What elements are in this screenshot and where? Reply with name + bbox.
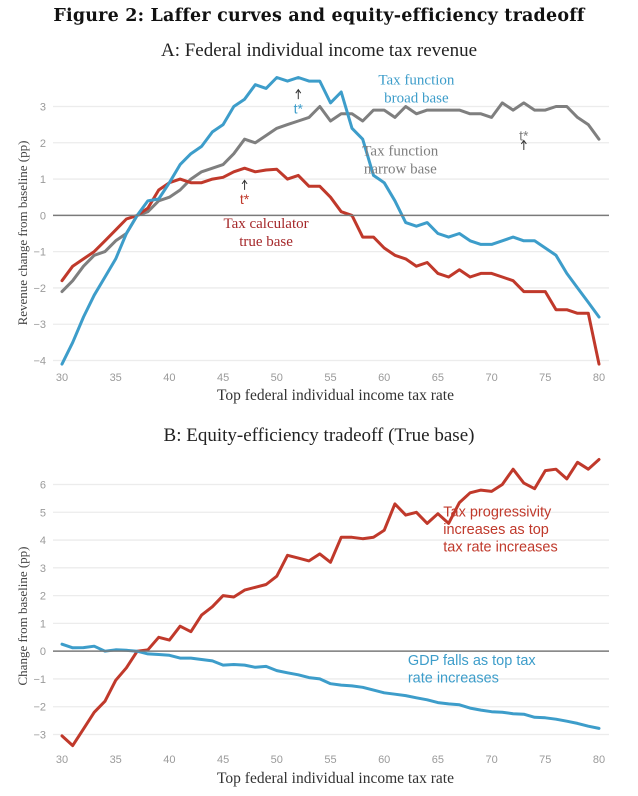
panel-a-x-tick-label: 75: [539, 372, 551, 384]
panel-b-y-tick-label: 4: [40, 535, 46, 547]
panel-b-annotation-label: tax rate increases: [443, 539, 557, 555]
panel-a-y-tick-label: 0: [40, 210, 46, 222]
panel-a-annotation-label: Tax calculator: [223, 216, 308, 232]
panel-a-x-tick-label: 60: [378, 372, 390, 384]
panel-a-y-tick-label: 3: [40, 102, 46, 114]
panel-a-plot: −4 −3 −2 −1 0 1 2 3 30 35 40 45 50 55 60 65 70 75 80 Top fe…: [15, 73, 609, 404]
panel-b-y-tick-label: 1: [40, 618, 46, 630]
panel-b-y-axis-label: Change from baseline (pp): [15, 547, 30, 686]
panel-a-arrow-head-icon: [295, 88, 302, 94]
panel-a-x-tick-label: 30: [56, 372, 68, 384]
panel-a-y-tick-label: −2: [33, 283, 46, 295]
panel-a-annotation-label: Tax function: [378, 73, 455, 89]
panel-a-x-tick-label: 70: [485, 372, 497, 384]
panel-a-x-tick-label: 65: [432, 372, 444, 384]
panel-a-y-tick-label: −1: [33, 247, 46, 259]
panel-b-x-tick-label: 30: [56, 754, 68, 766]
panel-a-x-tick-label: 35: [110, 372, 122, 384]
panel-a-arrow-head-icon: [520, 139, 527, 145]
panel-a-x-tick-label: 50: [271, 372, 283, 384]
panel-a-series-tax-calculator-true-base: [60, 166, 601, 366]
panel-b-x-tick-label: 75: [539, 754, 551, 766]
panel-a-arrow-head-icon: [241, 179, 248, 185]
panel-b-y-tick-label: 3: [40, 563, 46, 575]
panel-a-y-axis-label: Revenue change from baseline (pp): [15, 141, 30, 326]
panel-b-y-tick-label: 0: [40, 646, 46, 658]
panel-b-x-tick-label: 65: [432, 754, 444, 766]
panel-a-x-tick-label: 40: [163, 372, 175, 384]
panel-a-x-tick-label: 45: [217, 372, 229, 384]
panel-b-x-tick-label: 70: [485, 754, 497, 766]
panel-a-y-tick-label: −3: [33, 319, 46, 331]
panel-b-y-tick-label: 6: [40, 480, 46, 492]
panel-b-y-tick-label: 2: [40, 591, 46, 603]
panel-b-annotation-label: increases as top: [443, 522, 549, 538]
panel-b-x-tick-label: 55: [324, 754, 336, 766]
panel-b-y-tick-label: −3: [33, 730, 46, 742]
panel-b-x-axis-label: Top federal individual income tax rate: [217, 770, 454, 787]
panel-a-x-axis-label: Top federal individual income tax rate: [217, 387, 454, 404]
panel-b-x-tick-label: 45: [217, 754, 229, 766]
panel-a-t-star-label: t*: [519, 128, 529, 144]
panel-a-annotation-label: true base: [239, 234, 293, 250]
panel-a-t-star-label: t*: [294, 100, 304, 116]
panel-b-x-tick-label: 50: [271, 754, 283, 766]
panel-a-annotation-label: broad base: [384, 91, 449, 107]
figure-title: Figure 2: Laffer curves and equity-effic…: [53, 6, 585, 26]
panel-a-annotation-label: Tax function: [362, 143, 439, 159]
panel-a-title: A: Federal individual income tax revenue: [160, 40, 478, 61]
panel-a-series-tax-function-broad-base: [60, 76, 601, 366]
panel-a-x-tick-label: 80: [593, 372, 605, 384]
panel-a-y-tick-label: 1: [40, 174, 46, 186]
panel-b-annotation-label: Tax progressivity: [443, 504, 552, 520]
panel-a-x-tick-label: 55: [324, 372, 336, 384]
panel-a-annotation-label: narrow base: [364, 161, 437, 177]
panel-b-x-tick-label: 80: [593, 754, 605, 766]
panel-b-annotation-label: GDP falls as top tax: [408, 653, 537, 669]
panel-a-y-tick-label: 2: [40, 138, 46, 150]
panel-b-annotation-label: rate increases: [408, 671, 499, 687]
panel-b-y-tick-label: −2: [33, 702, 46, 714]
panel-b-y-tick-label: −1: [33, 674, 46, 686]
panel-a-series-tax-function-narrow-base: [60, 101, 601, 294]
panel-b-y-tick-label: 5: [40, 507, 46, 519]
panel-a-y-tick-label: −4: [33, 356, 46, 368]
panel-b-x-tick-label: 35: [110, 754, 122, 766]
panel-b-x-tick-label: 60: [378, 754, 390, 766]
panel-b-series-tax-progressivity: [60, 458, 601, 748]
panel-b-title: B: Equity-efficiency tradeoff (True base…: [163, 425, 475, 446]
panel-b-x-tick-label: 40: [163, 754, 175, 766]
panel-b-series-gdp: [60, 642, 601, 730]
panel-a-t-star-label: t*: [240, 191, 250, 207]
